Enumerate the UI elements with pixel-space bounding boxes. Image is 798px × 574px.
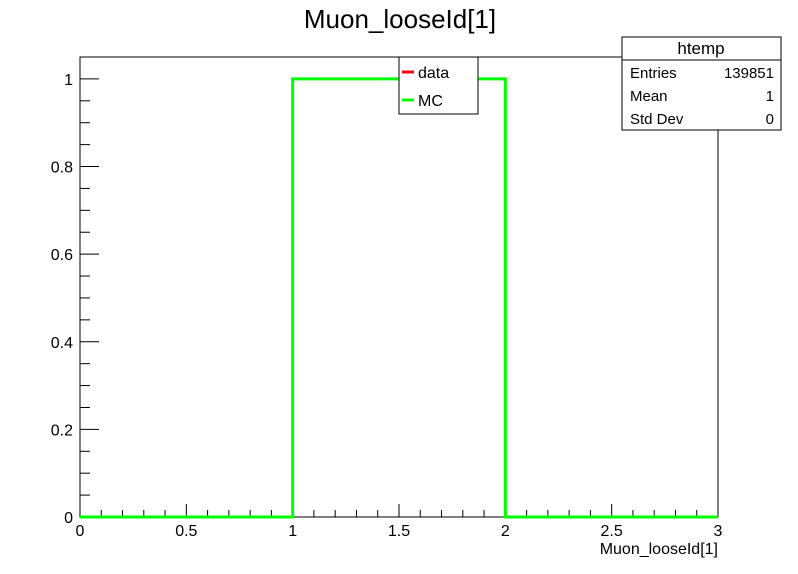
- axis-ticks: [79, 56, 719, 518]
- stats-mean-value: 1: [766, 88, 774, 105]
- stats-entries-label: Entries: [630, 65, 677, 82]
- y-axis-tick-labels: 0 0.2 0.4 0.6 0.8 1: [51, 72, 73, 527]
- legend-box: [398, 56, 479, 115]
- x-tick-label: 2: [501, 523, 510, 540]
- y-tick-label: 0.2: [51, 422, 73, 439]
- x-tick-label: 2.5: [601, 523, 623, 540]
- legend-label-data: data: [418, 65, 449, 82]
- stats-box-title: htemp: [677, 39, 724, 58]
- x-tick-label: 1: [288, 523, 297, 540]
- chart-title: Muon_looseId[1]: [304, 4, 496, 34]
- y-tick-label: 0.4: [51, 335, 73, 352]
- x-axis-tick-labels: 0 0.5 1 1.5 2 2.5 3: [76, 523, 723, 540]
- x-tick-label: 3: [714, 523, 723, 540]
- y-tick-label: 0.8: [51, 160, 73, 177]
- stats-box-frame: [621, 36, 782, 131]
- y-tick-label: 0.6: [51, 247, 73, 264]
- x-tick-label: 1.5: [388, 523, 410, 540]
- legend-label-mc: MC: [418, 93, 443, 110]
- series-layer: [80, 77, 718, 519]
- stats-box: htemp Entries 139851 Mean 1 Std Dev 0: [621, 36, 782, 131]
- x-axis-label: Muon_looseId[1]: [600, 541, 718, 558]
- series-line-mc: [80, 77, 718, 519]
- y-tick-label: 0: [64, 510, 73, 527]
- x-tick-label: 0: [76, 523, 85, 540]
- stats-stddev-label: Std Dev: [630, 111, 684, 128]
- y-tick-label: 1: [64, 72, 73, 89]
- x-tick-label: 0.5: [175, 523, 197, 540]
- stats-entries-value: 139851: [724, 65, 774, 82]
- legend: data MC: [398, 56, 479, 115]
- stats-mean-label: Mean: [630, 88, 668, 105]
- stats-stddev-value: 0: [766, 111, 774, 128]
